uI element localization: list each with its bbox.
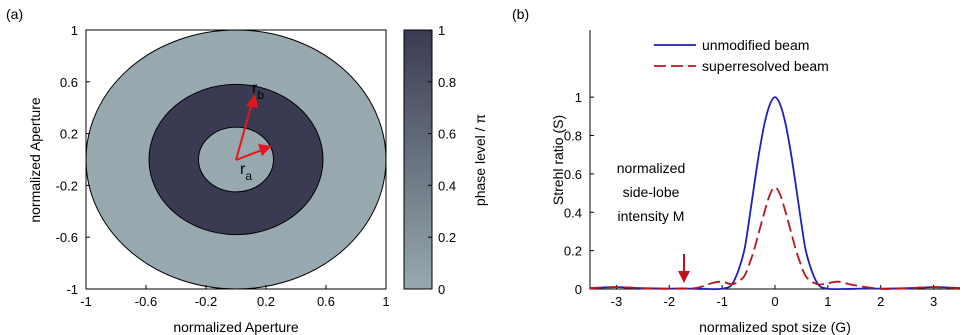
colorbar-tick-label: 0.6: [438, 127, 456, 142]
annotation-arrow-head: [678, 271, 690, 283]
plot-x-tick-label: -2: [664, 294, 676, 309]
map-y-tick-label: -1: [66, 282, 78, 297]
colorbar-tick-label: 1: [438, 23, 445, 38]
map-y-tick-label: 0.6: [60, 75, 78, 90]
colorbar-tick-label: 0: [438, 282, 445, 297]
legend-label-unmodified: unmodified beam: [702, 37, 809, 53]
annotation-line-2: side-lobe: [623, 184, 680, 200]
colorbar-ticks: 0 0.2 0.4 0.6 0.8 1: [428, 23, 456, 297]
map-x-tick-label: 1: [382, 294, 389, 309]
plot-y-tick-label: 0.6: [564, 167, 582, 182]
colorbar-label: phase level / π: [472, 114, 488, 206]
panel-a-label: (a): [6, 6, 23, 22]
map-y-tick-label: -0.6: [56, 230, 78, 245]
map-x-tick-label: -0.2: [195, 294, 217, 309]
rb-label: rb: [252, 80, 264, 102]
annotation-line-3: intensity M: [618, 208, 685, 224]
map-x-tick-label: -1: [80, 294, 92, 309]
strehl-plot: -3 -2 -1 0 1 2 3 0 0.2 0.4 0.6 0.8 1 unmodified bea…: [564, 30, 961, 309]
colorbar-tick-label: 0.2: [438, 230, 456, 245]
panel-b-label: (b): [512, 6, 529, 22]
map-x-tick-label: -0.6: [135, 294, 157, 309]
plot-y-tick-label: 0.2: [564, 244, 582, 259]
map-x-tick-label: 0.6: [317, 294, 335, 309]
side-lobe-annotation: normalized side-lobe intensity M: [617, 160, 690, 283]
plot-x-tick-label: 3: [930, 294, 937, 309]
colorbar-tick-label: 0.4: [438, 178, 456, 193]
map-y-tick-label: -0.2: [56, 178, 78, 193]
map-y-tick-label: 0.2: [60, 127, 78, 142]
rb-arrow-head: [246, 94, 258, 108]
colorbar-gradient: [403, 29, 433, 290]
plot-x-ticks: -3 -2 -1 0 1 2 3: [611, 285, 937, 309]
series-superresolved-beam: [589, 186, 961, 290]
plot-x-tick-label: -3: [611, 294, 623, 309]
plot-y-tick-label: 1: [575, 90, 582, 105]
map-x-ticks: -1 -0.6 -0.2 0.2 0.6 1: [80, 285, 390, 309]
plot-x-tick-label: 2: [877, 294, 884, 309]
plot-y-axis-label: Strehl ratio (S): [550, 115, 566, 205]
aperture-phase-map: rb ra: [85, 29, 387, 290]
plot-x-tick-label: -1: [716, 294, 728, 309]
plot-x-tick-label: 1: [824, 294, 831, 309]
legend: unmodified beam superresolved beam: [654, 37, 829, 74]
map-y-axis-label: normalized Aperture: [27, 97, 43, 223]
colorbar: 0 0.2 0.4 0.6 0.8 1 phase level / π: [403, 23, 488, 297]
plot-series: [589, 96, 961, 291]
map-frame: [85, 29, 387, 290]
map-x-tick-label: 0.2: [257, 294, 275, 309]
plot-y-ticks: 0 0.2 0.4 0.6 0.8 1: [564, 90, 594, 297]
annotation-line-1: normalized: [617, 160, 685, 176]
plot-y-tick-label: 0.8: [564, 129, 582, 144]
rb-arrow-line: [235, 102, 253, 161]
plot-y-tick-label: 0: [575, 282, 582, 297]
plot-x-axis-label: normalized spot size (G): [699, 319, 851, 335]
map-x-axis-label: normalized Aperture: [173, 319, 299, 335]
map-y-ticks: -1 -0.6 -0.2 0.2 0.6 1: [56, 23, 90, 297]
plot-x-tick-label: 0: [771, 294, 778, 309]
ra-label: ra: [240, 161, 252, 183]
colorbar-tick-label: 0.8: [438, 75, 456, 90]
ra-arrow-head: [258, 144, 272, 156]
legend-label-superresolved: superresolved beam: [702, 58, 829, 74]
ra-arrow-line: [235, 149, 263, 161]
map-y-tick-label: 1: [71, 23, 78, 38]
plot-y-tick-label: 0.4: [564, 205, 582, 220]
